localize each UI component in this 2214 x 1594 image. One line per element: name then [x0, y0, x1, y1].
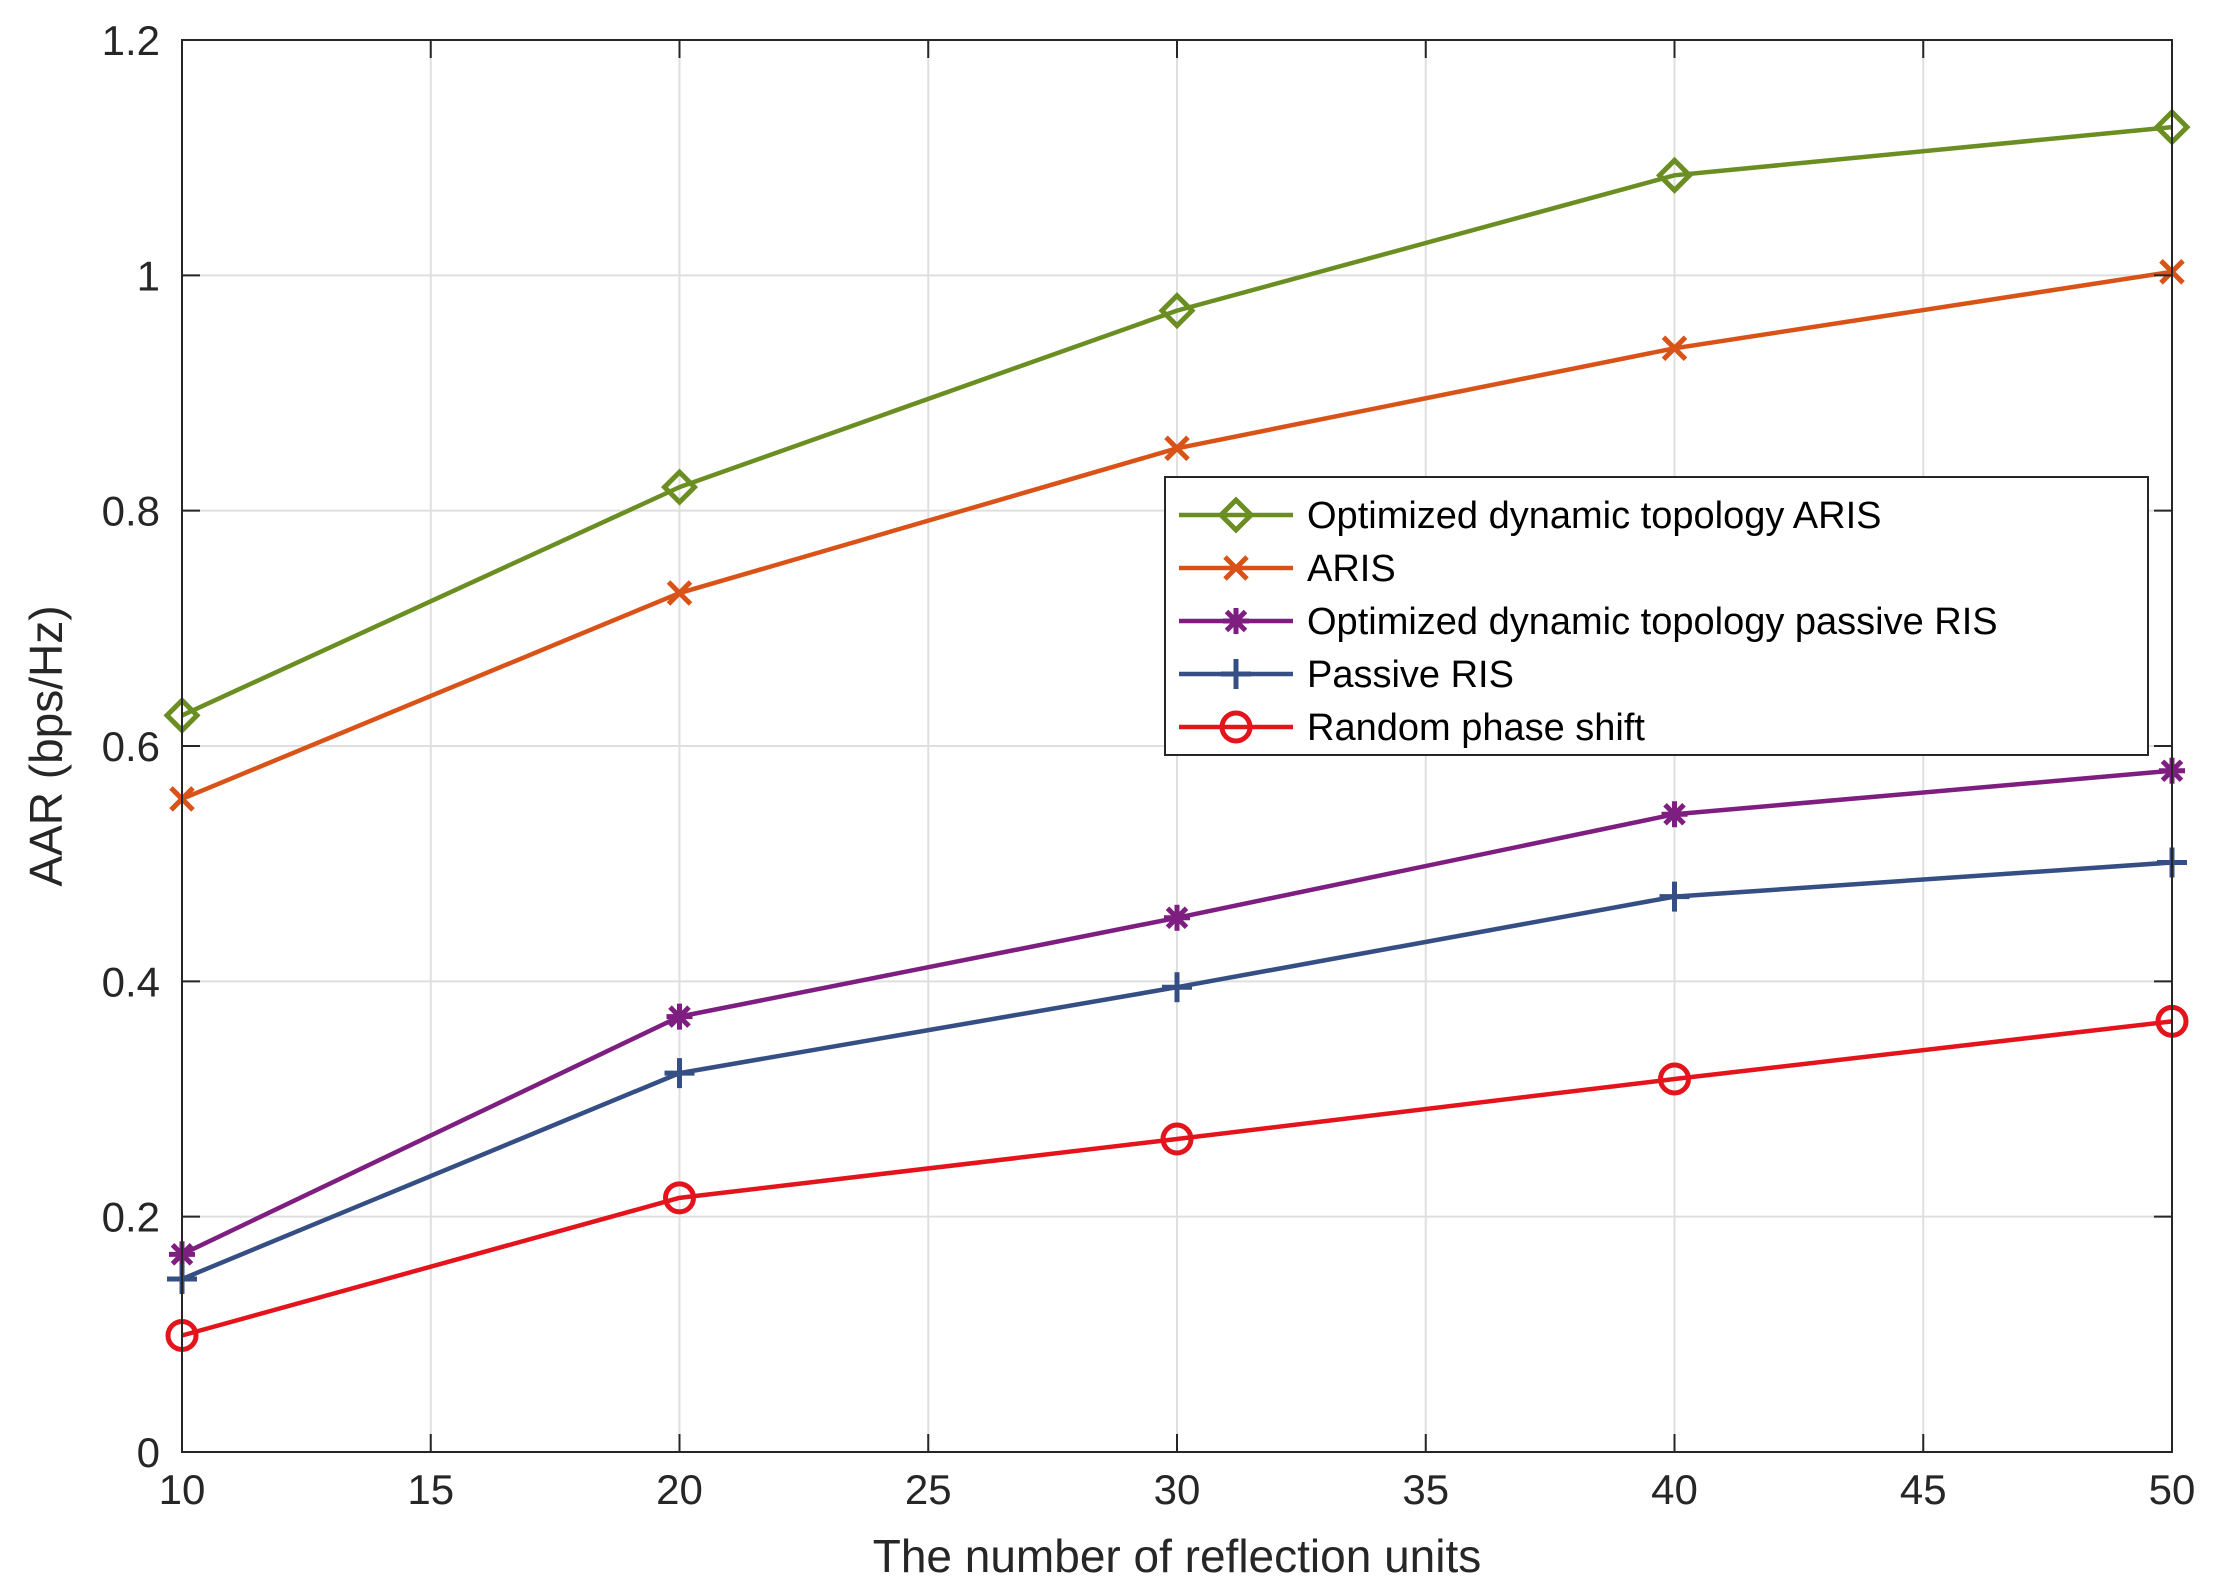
x-tick-label: 35: [1402, 1466, 1449, 1513]
x-tick-label: 10: [159, 1466, 206, 1513]
x-tick-label: 40: [1651, 1466, 1698, 1513]
legend-label: Optimized dynamic topology ARIS: [1307, 495, 1882, 537]
legend-label: Optimized dynamic topology passive RIS: [1307, 601, 1998, 643]
legend-entry: Optimized dynamic topology passive RIS: [1179, 601, 1998, 643]
y-tick-label: 1.2: [102, 17, 160, 64]
legend-entry: Passive RIS: [1179, 654, 1514, 696]
series-group: [163, 108, 2191, 1353]
y-tick-label: 0.6: [102, 723, 160, 770]
legend-label: Random phase shift: [1307, 707, 1645, 749]
y-tick-label: 1: [137, 252, 160, 299]
legend-marker: [1221, 659, 1251, 689]
data-point: [660, 468, 699, 506]
series-line: [181, 124, 2173, 718]
y-axis-title: AAR (bps/Hz): [20, 605, 72, 886]
data-point: [1655, 156, 1694, 194]
legend-entry: ARIS: [1179, 548, 1396, 590]
legend-box: [1164, 476, 2149, 756]
data-point: [1658, 1062, 1691, 1096]
y-tick-label: 0.4: [102, 958, 160, 1005]
data-point: [663, 1181, 696, 1215]
data-point: [1164, 435, 1190, 462]
x-tick-label: 45: [1900, 1466, 1947, 1513]
data-point: [664, 1058, 695, 1089]
series-line: [181, 1019, 2173, 1338]
legend-marker: [1223, 555, 1249, 581]
y-tick-label: 0.2: [102, 1194, 160, 1241]
x-axis-title: The number of reflection units: [873, 1530, 1482, 1582]
legend-marker: [1217, 496, 1255, 534]
data-point: [1164, 904, 1190, 931]
x-tick-label: 50: [2149, 1466, 2196, 1513]
x-tick-label: 20: [656, 1466, 703, 1513]
legend: Optimized dynamic topology ARIS ARIS Optim…: [1164, 476, 2149, 756]
legend-label: ARIS: [1307, 548, 1396, 590]
y-tick-label: 0: [137, 1429, 160, 1476]
data-point: [1659, 881, 1690, 912]
axis-ticks: 10 15 20 25 30 35 40 45 50 0 0.2 0.4 0.6 0.8 1 1.2: [102, 17, 2196, 1513]
data-point: [1661, 801, 1688, 828]
legend-entry: Optimized dynamic topology ARIS: [1179, 495, 1882, 537]
x-tick-label: 25: [905, 1466, 952, 1513]
legend-marker: [1219, 710, 1253, 744]
data-point: [1661, 335, 1688, 362]
data-point: [666, 580, 693, 606]
data-point: [1160, 1122, 1194, 1156]
y-tick-label: 0.8: [102, 488, 160, 535]
legend-label: Passive RIS: [1307, 654, 1514, 696]
legend-entry: Random phase shift: [1179, 707, 1645, 749]
legend-marker: [1223, 608, 1249, 634]
data-point: [1158, 292, 1196, 330]
x-tick-label: 15: [407, 1466, 454, 1513]
data-point: [1162, 972, 1192, 1003]
data-point: [666, 1003, 693, 1030]
x-tick-label: 30: [1154, 1466, 1201, 1513]
